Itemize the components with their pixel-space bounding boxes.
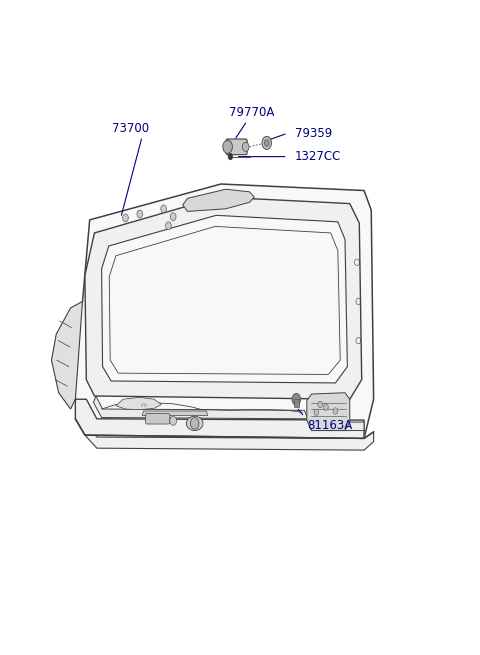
Circle shape	[333, 407, 338, 414]
Polygon shape	[183, 189, 254, 212]
Text: 79770A: 79770A	[229, 106, 275, 119]
Polygon shape	[142, 411, 207, 415]
Polygon shape	[116, 398, 161, 409]
Polygon shape	[51, 301, 83, 409]
Text: rffr: rffr	[141, 403, 148, 408]
Circle shape	[223, 140, 232, 153]
Circle shape	[170, 416, 177, 425]
Text: 73700: 73700	[112, 122, 149, 135]
Polygon shape	[85, 425, 373, 450]
Text: 79359: 79359	[295, 126, 332, 140]
Circle shape	[318, 402, 323, 407]
Circle shape	[324, 404, 328, 410]
Circle shape	[228, 153, 233, 160]
Circle shape	[137, 210, 143, 218]
Circle shape	[292, 394, 300, 405]
Text: 1327CC: 1327CC	[295, 150, 341, 163]
Circle shape	[264, 140, 269, 146]
FancyBboxPatch shape	[294, 400, 299, 407]
Text: 81163A: 81163A	[307, 419, 352, 432]
Circle shape	[191, 417, 199, 429]
FancyBboxPatch shape	[145, 413, 170, 424]
Circle shape	[166, 222, 171, 230]
FancyBboxPatch shape	[226, 139, 247, 155]
Circle shape	[242, 142, 249, 151]
Polygon shape	[85, 197, 362, 400]
Polygon shape	[94, 396, 364, 430]
Polygon shape	[73, 184, 373, 438]
Circle shape	[262, 136, 272, 149]
Circle shape	[161, 205, 167, 213]
Polygon shape	[102, 215, 348, 383]
Polygon shape	[307, 393, 350, 430]
Circle shape	[170, 213, 176, 221]
Ellipse shape	[186, 416, 203, 430]
Circle shape	[122, 214, 128, 222]
Circle shape	[314, 409, 319, 415]
Polygon shape	[75, 400, 364, 438]
